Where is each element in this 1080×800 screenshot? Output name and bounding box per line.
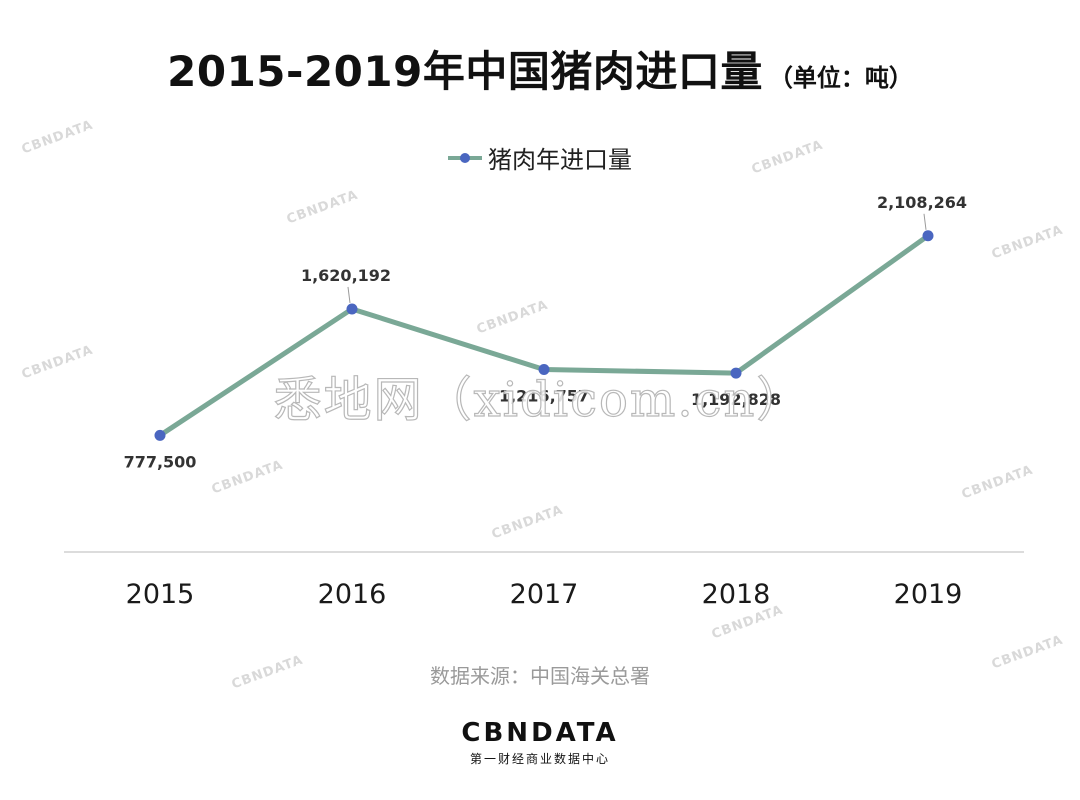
source-note: 数据来源：中国海关总署 [430,664,650,688]
x-tick-label: 2019 [894,579,963,610]
brand-logo: CBNDATA 第一财经商业数据中心 [0,718,1080,767]
data-label: 1,192,828 [691,390,781,409]
legend-label: 猪肉年进口量 [488,146,632,174]
x-tick-label: 2016 [318,579,387,610]
data-point [730,367,742,379]
x-tick-label: 2018 [702,579,771,610]
data-label: 1,216,757 [499,386,589,405]
chart-header: 2015-2019年中国猪肉进口量 （单位：吨） [0,38,1080,99]
brand-tagline: 第一财经商业数据中心 [469,752,610,766]
data-label: 777,500 [124,452,197,471]
data-label: 2,108,264 [877,193,967,212]
legend-line-marker-icon [448,153,482,163]
data-label-leader [923,213,927,230]
data-point [538,363,550,375]
unit-label: （单位：吨） [768,64,913,92]
data-labels: 777,500 1,620,192 1,216,757 1,192,828 2,108,… [124,193,967,472]
x-tick-label: 2015 [126,579,195,610]
data-label: 1,620,192 [301,266,391,285]
data-point [154,429,166,441]
data-label-leader [347,286,351,304]
chart-title: 2015-2019年中国猪肉进口量 [167,47,763,96]
x-tick-label: 2017 [510,579,579,610]
data-point [922,230,934,242]
x-tick-labels: 2015 2016 2017 2018 2019 [126,579,963,610]
brand-name: CBNDATA [461,718,619,748]
data-point [346,303,358,315]
legend: 猪肉年进口量 [0,140,1080,175]
data-label-leaders [347,213,927,304]
data-points [154,230,934,441]
